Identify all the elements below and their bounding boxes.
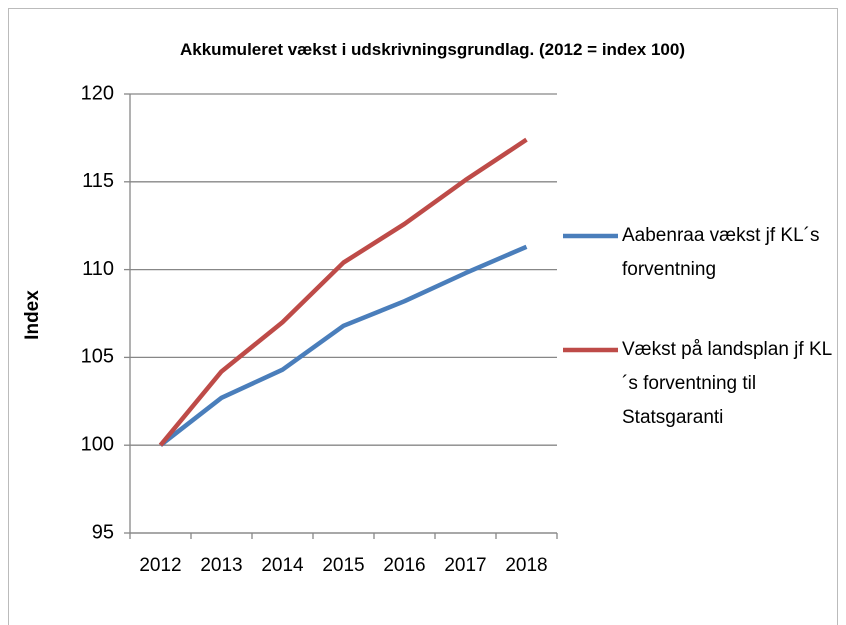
series-line [158,137,528,447]
series-line [159,244,528,447]
y-tick-label: 105 [81,346,114,368]
legend-label: Aabenraa vækst jf KL´s forventning [622,225,820,280]
y-tick-label: 100 [81,433,114,455]
x-tick-label: 2015 [322,555,364,576]
x-tick-label: 2012 [139,555,181,576]
y-tick-label: 110 [82,258,114,280]
y-axis-label: Index [22,290,43,340]
x-tick-label: 2016 [383,555,425,576]
legend-label: Vækst på landsplan jf KL´s forventning t… [622,339,833,428]
y-tick-label: 95 [92,521,114,543]
chart-title: Akkumuleret vækst i udskrivningsgrundlag… [180,40,685,59]
y-tick-label: 115 [82,170,114,192]
x-tick-label: 2018 [505,555,547,576]
chart-frame [8,8,838,625]
x-tick-label: 2013 [200,555,242,576]
x-tick-label: 2017 [444,555,486,576]
y-tick-label: 120 [81,82,114,104]
x-tick-label: 2014 [261,555,304,576]
